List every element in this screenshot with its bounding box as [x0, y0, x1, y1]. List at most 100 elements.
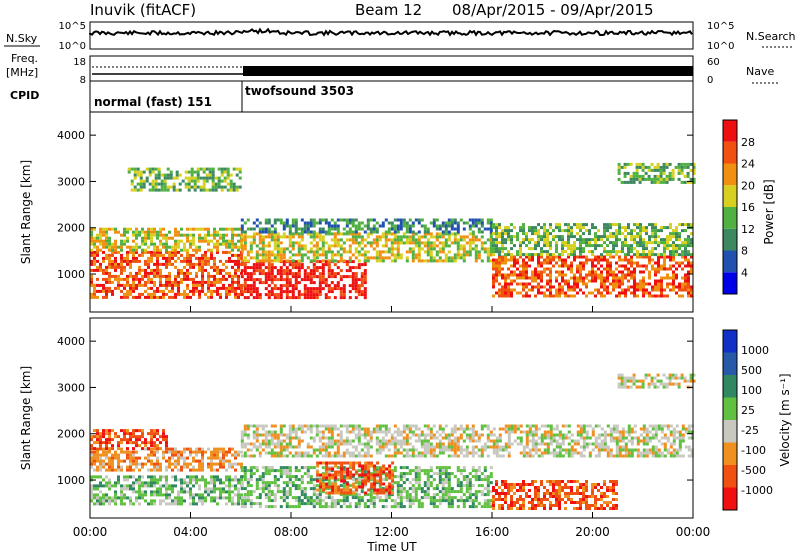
- power-cell: [471, 224, 475, 228]
- power-cell: [213, 280, 216, 284]
- power-cell: [273, 259, 277, 263]
- power-cell: [657, 258, 660, 262]
- power-cell: [393, 247, 397, 251]
- power-cell: [489, 221, 493, 225]
- power-cell: [237, 268, 240, 272]
- power-cell: [435, 253, 439, 257]
- power-cell: [504, 238, 507, 242]
- power-cell: [198, 295, 201, 299]
- velocity-cell: [270, 430, 274, 434]
- power-cell: [201, 236, 204, 240]
- power-cell: [471, 230, 475, 234]
- velocity-cell: [339, 484, 343, 488]
- power-cell: [174, 250, 177, 254]
- velocity-cell: [96, 499, 99, 503]
- power-cell: [492, 258, 495, 262]
- power-cell: [198, 268, 201, 272]
- power-cell: [465, 241, 469, 245]
- velocity-cell: [261, 466, 265, 470]
- power-cell: [585, 294, 588, 298]
- power-cell: [132, 277, 135, 281]
- power-cell: [345, 238, 349, 242]
- velocity-cell: [246, 442, 250, 446]
- power-cell: [648, 235, 651, 239]
- power-cell: [498, 273, 501, 277]
- power-cell: [213, 236, 216, 240]
- power-cell: [148, 182, 152, 186]
- power-cell: [145, 176, 149, 180]
- velocity-cell: [417, 478, 421, 482]
- velocity-cell: [189, 453, 192, 457]
- power-cell: [414, 238, 418, 242]
- velocity-cell: [99, 481, 102, 485]
- power-cell: [211, 176, 215, 180]
- power-cell: [135, 256, 138, 260]
- power-cell: [474, 218, 478, 222]
- power-cell: [166, 167, 170, 171]
- power-cell: [630, 273, 633, 277]
- velocity-cell: [210, 496, 213, 500]
- power-cell: [108, 256, 111, 260]
- power-cell: [229, 179, 233, 183]
- power-cell: [528, 276, 531, 280]
- power-cell: [620, 180, 624, 184]
- power-cell: [348, 227, 352, 231]
- power-cell: [324, 293, 328, 297]
- power-cell: [642, 276, 645, 280]
- power-cell: [228, 271, 231, 275]
- power-cell: [273, 247, 277, 251]
- velocity-cell: [417, 475, 421, 479]
- power-cell: [168, 289, 171, 293]
- velocity-cell: [267, 469, 271, 473]
- power-cell: [447, 244, 451, 248]
- velocity-cell: [364, 476, 368, 480]
- power-cell: [243, 296, 247, 300]
- velocity-cell: [183, 490, 186, 494]
- power-cell: [180, 253, 183, 257]
- power-cell: [357, 232, 361, 236]
- power-cell: [111, 245, 114, 249]
- power-cell: [264, 227, 268, 231]
- power-cell: [438, 250, 442, 254]
- velocity-cell: [477, 502, 481, 506]
- power-cell: [492, 261, 495, 265]
- power-cell: [205, 173, 209, 177]
- power-cell: [318, 287, 322, 291]
- power-cell: [216, 239, 219, 243]
- power-cell: [492, 250, 495, 254]
- velocity-cell: [414, 487, 418, 491]
- power-cell: [144, 295, 147, 299]
- power-cell: [211, 170, 215, 174]
- power-cell: [393, 218, 397, 222]
- power-cell: [609, 241, 612, 245]
- power-cell: [117, 274, 120, 278]
- power-cell: [144, 259, 147, 263]
- velocity-cell: [267, 466, 271, 470]
- velocity-cell: [441, 481, 445, 485]
- power-cell: [135, 242, 138, 246]
- velocity-cell: [246, 481, 250, 485]
- power-cell: [321, 238, 325, 242]
- power-cell: [507, 253, 510, 257]
- velocity-cell: [180, 487, 183, 491]
- velocity-cell: [105, 429, 108, 433]
- power-cell: [288, 256, 292, 260]
- power-cell: [543, 235, 546, 239]
- power-cell: [202, 179, 206, 183]
- power-cell: [600, 253, 603, 257]
- power-cell: [450, 218, 454, 222]
- velocity-cell: [165, 496, 168, 500]
- power-cell: [420, 235, 424, 239]
- power-cell: [303, 284, 307, 288]
- power-cell: [165, 239, 168, 243]
- power-cell: [537, 232, 540, 236]
- velocity-cell: [114, 468, 117, 472]
- power-cell: [147, 250, 150, 254]
- power-cell: [579, 261, 582, 265]
- power-cell: [555, 255, 558, 259]
- power-cell: [618, 226, 621, 230]
- velocity-cell: [99, 468, 102, 472]
- velocity-cell: [111, 499, 114, 503]
- velocity-cell: [99, 465, 102, 469]
- power-cell: [648, 291, 651, 295]
